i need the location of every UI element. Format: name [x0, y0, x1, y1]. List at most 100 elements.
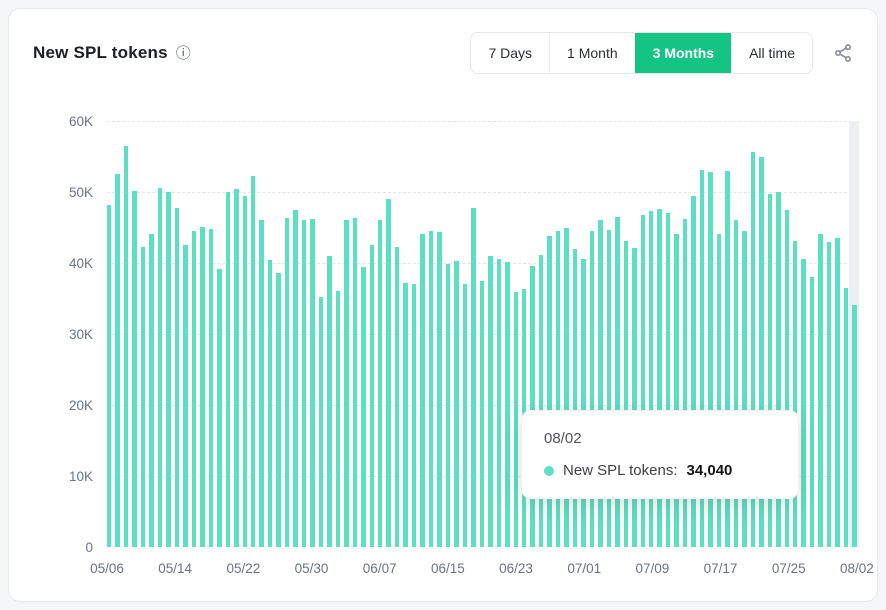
bar-05/14[interactable]: [174, 207, 180, 547]
bar-05/23[interactable]: [250, 176, 256, 547]
bar-05/16[interactable]: [191, 231, 197, 547]
bar-07/20[interactable]: [742, 231, 747, 547]
tooltip-row: New SPL tokens: 34,040: [544, 462, 776, 479]
bar-06/05[interactable]: [361, 266, 366, 547]
bar-06/09[interactable]: [394, 246, 400, 547]
bar-06/13[interactable]: [428, 231, 434, 547]
bar-05/18[interactable]: [208, 228, 214, 547]
bar-05/08[interactable]: [123, 145, 129, 547]
bar-06/08[interactable]: [386, 199, 391, 547]
bar-05/27[interactable]: [284, 217, 290, 547]
bar-07/19[interactable]: [733, 219, 739, 547]
tab-3-months[interactable]: 3 Months: [634, 33, 732, 73]
bar-07/24[interactable]: [776, 192, 781, 547]
bar-07/04[interactable]: [606, 230, 612, 547]
bar-05/13[interactable]: [166, 192, 171, 547]
bar-05/07[interactable]: [115, 174, 120, 547]
bar-06/20[interactable]: [488, 255, 493, 547]
series-dot-icon: [544, 465, 554, 476]
bar-07/18[interactable]: [725, 170, 730, 547]
bar-08/01[interactable]: [843, 287, 849, 547]
bar-06/06[interactable]: [369, 244, 374, 547]
bar-06/11[interactable]: [411, 284, 417, 547]
bar-06/29[interactable]: [564, 227, 569, 547]
bar-07/13[interactable]: [682, 218, 688, 547]
bar-05/24[interactable]: [259, 220, 264, 547]
bars: [107, 121, 857, 547]
bar-06/16[interactable]: [454, 260, 459, 547]
bar-06/04[interactable]: [352, 217, 358, 547]
bar-06/23[interactable]: [513, 292, 518, 547]
bar-07/30[interactable]: [826, 241, 832, 547]
bar-07/29[interactable]: [818, 233, 823, 547]
bar-05/20[interactable]: [225, 192, 231, 547]
bar-07/08[interactable]: [640, 214, 645, 547]
bar-06/14[interactable]: [437, 232, 442, 547]
bar-05/12[interactable]: [157, 188, 163, 547]
bar-06/22[interactable]: [505, 261, 510, 547]
tooltip-value: 34,040: [686, 462, 733, 479]
bar-05/06[interactable]: [107, 204, 112, 547]
bar-07/15[interactable]: [699, 170, 705, 547]
bar-07/16[interactable]: [708, 172, 713, 547]
bar-06/19[interactable]: [479, 280, 485, 547]
bar-06/30[interactable]: [572, 248, 578, 547]
bar-05/17[interactable]: [200, 226, 205, 547]
bar-06/17[interactable]: [462, 283, 468, 547]
tab-1-month[interactable]: 1 Month: [549, 33, 635, 73]
bar-06/28[interactable]: [555, 231, 561, 547]
bar-05/31[interactable]: [318, 297, 324, 547]
bar-06/27[interactable]: [547, 236, 552, 547]
bar-07/02[interactable]: [589, 231, 595, 547]
bar-05/25[interactable]: [267, 260, 273, 547]
bar-07/27[interactable]: [801, 259, 806, 547]
bar-06/26[interactable]: [538, 255, 544, 547]
bar-07/22[interactable]: [759, 156, 764, 547]
bar-07/09[interactable]: [649, 211, 654, 547]
bar-07/07[interactable]: [632, 248, 637, 547]
bar-05/29[interactable]: [301, 220, 307, 547]
bar-07/25[interactable]: [784, 209, 789, 547]
bar-06/01[interactable]: [327, 255, 332, 547]
bar-07/17[interactable]: [716, 233, 722, 547]
tab-7-days[interactable]: 7 Days: [471, 33, 550, 73]
bar-07/01[interactable]: [581, 258, 586, 547]
bar-05/09[interactable]: [132, 191, 137, 547]
bar-07/06[interactable]: [623, 241, 629, 547]
bar-05/28[interactable]: [293, 209, 298, 547]
bar-07/10[interactable]: [657, 209, 662, 547]
bar-05/26[interactable]: [276, 272, 281, 547]
bar-06/25[interactable]: [530, 265, 535, 547]
bar-06/15[interactable]: [445, 264, 451, 547]
bar-07/21[interactable]: [750, 152, 756, 547]
gridline: [107, 121, 857, 122]
bar-07/11[interactable]: [665, 213, 671, 547]
bar-05/22[interactable]: [242, 195, 247, 547]
bar-06/10[interactable]: [403, 282, 408, 547]
share-icon[interactable]: [833, 43, 853, 63]
bar-06/12[interactable]: [420, 233, 425, 547]
bar-06/18[interactable]: [471, 207, 476, 547]
bar-07/14[interactable]: [691, 195, 696, 547]
time-range-tabs: 7 Days 1 Month 3 Months All time: [470, 32, 813, 74]
bar-05/11[interactable]: [149, 233, 154, 547]
bar-07/12[interactable]: [674, 233, 679, 547]
bar-07/28[interactable]: [809, 276, 815, 547]
bar-06/07[interactable]: [378, 220, 383, 547]
bar-07/26[interactable]: [792, 241, 798, 547]
bar-06/21[interactable]: [496, 258, 502, 547]
bar-05/19[interactable]: [217, 268, 222, 547]
bar-05/30[interactable]: [310, 218, 315, 547]
bar-06/02[interactable]: [335, 290, 341, 547]
bar-07/03[interactable]: [598, 220, 603, 547]
bar-05/10[interactable]: [140, 247, 146, 547]
info-icon[interactable]: ⓘ: [175, 44, 191, 62]
tab-all-time[interactable]: All time: [731, 33, 812, 73]
bar-08/02[interactable]: [852, 305, 857, 547]
bar-07/23[interactable]: [767, 194, 773, 547]
bar-06/03[interactable]: [344, 220, 349, 547]
bar-07/31[interactable]: [835, 238, 840, 547]
bar-05/21[interactable]: [234, 189, 239, 547]
bar-05/15[interactable]: [183, 245, 188, 547]
bar-07/05[interactable]: [615, 216, 620, 547]
